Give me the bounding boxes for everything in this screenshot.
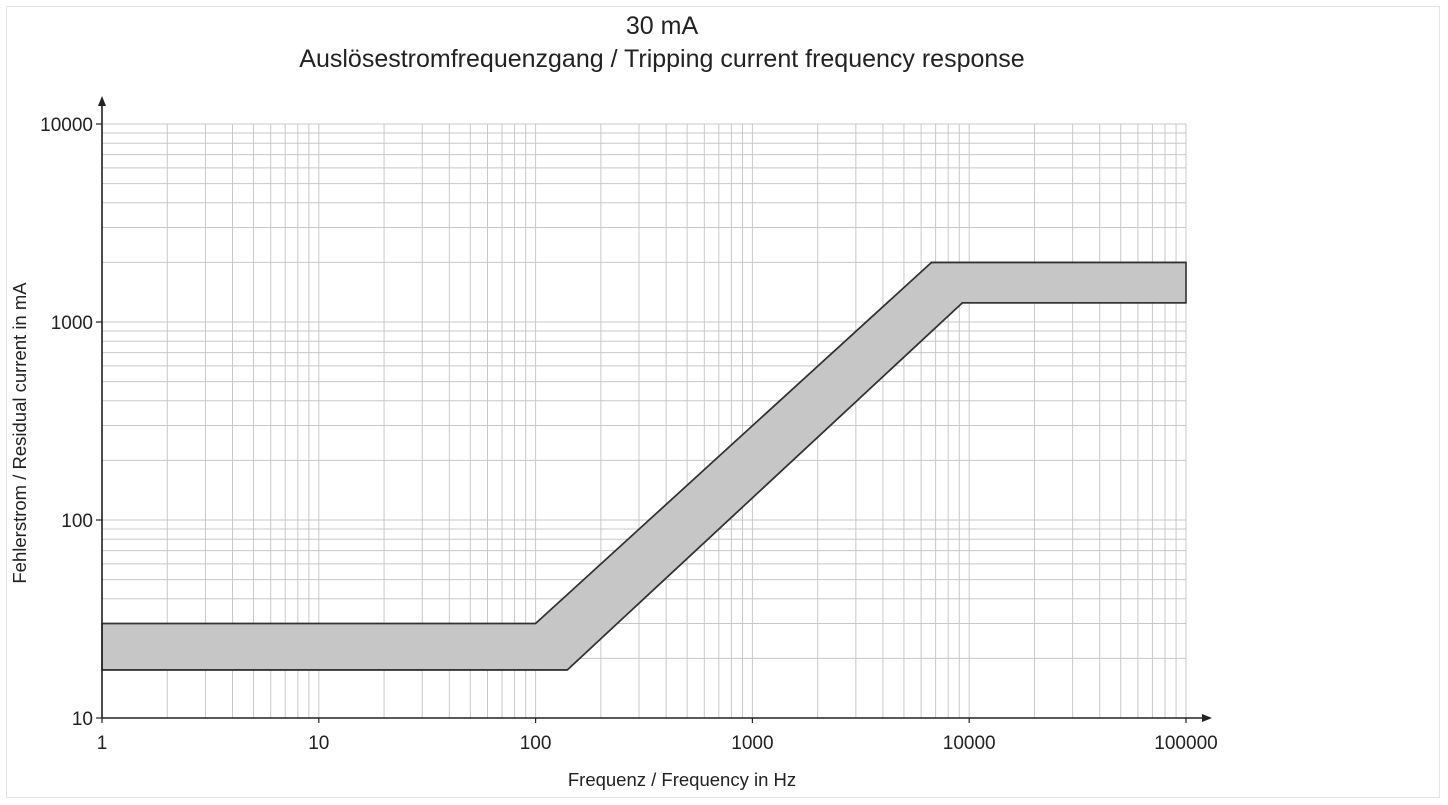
tripping-band-area: [101, 261, 1187, 671]
upper-limit-line: [102, 261, 1186, 625]
x-tick-label: 100: [520, 733, 552, 754]
chart-title: 30 mA: [626, 12, 699, 40]
x-axis-label: Frequenz / Frequency in Hz: [568, 769, 796, 790]
axes: [98, 96, 1212, 722]
y-axis-arrow: [98, 96, 106, 106]
lower-limit-line: [102, 301, 1186, 671]
tripping-band: [101, 261, 1187, 671]
y-tick-labels: 10 100 1000 10000: [40, 115, 102, 730]
x-tick-labels: 1 10 100 1000 10000 100000: [97, 718, 1218, 754]
x-tick-label: 1: [97, 733, 108, 754]
y-tick-label: 10: [72, 709, 93, 730]
x-axis-arrow: [1202, 714, 1212, 722]
y-tick-label: 100: [61, 511, 93, 532]
y-tick-label: 10000: [40, 115, 93, 136]
x-tick-label: 10000: [943, 733, 996, 754]
x-tick-label: 100000: [1154, 733, 1217, 754]
chart-subtitle: Auslösestromfrequenzgang / Tripping curr…: [299, 45, 1024, 73]
y-axis-label: Fehlerstrom / Residual current in mA: [9, 282, 30, 584]
y-tick-label: 1000: [51, 313, 93, 334]
x-tick-label: 1000: [731, 733, 773, 754]
x-tick-label: 10: [308, 733, 329, 754]
